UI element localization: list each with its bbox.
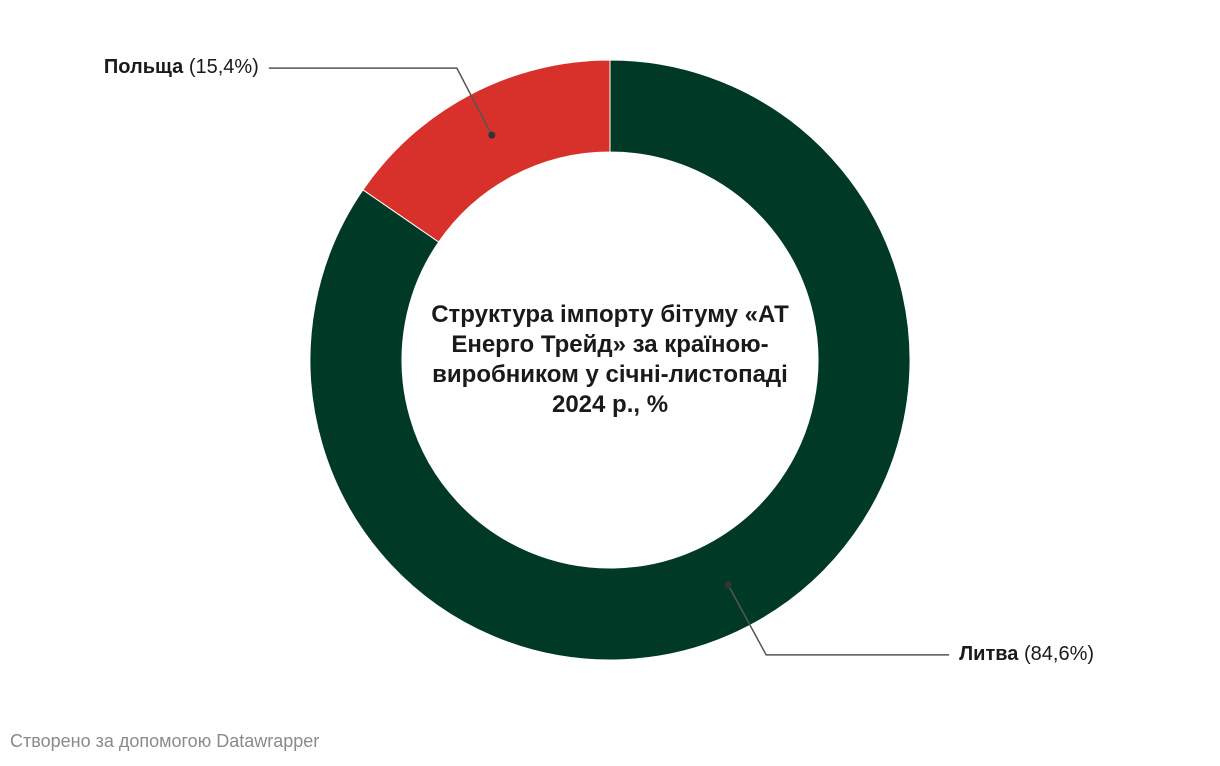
chart-title: Структура імпорту бітуму «АТ Енерго Трей… <box>431 301 789 418</box>
donut-segment <box>309 59 911 661</box>
category-label: Литва <box>959 643 1019 665</box>
slice-label: Литва (84,6%) <box>959 643 1094 665</box>
footer: Створено за допомогою Datawrapper <box>10 731 320 751</box>
leader-dot <box>724 581 732 589</box>
leader-dot <box>488 131 496 139</box>
category-label: Польща <box>104 56 184 78</box>
value-label: (84,6%) <box>1024 643 1094 665</box>
donut-segment <box>362 59 611 243</box>
leader-line <box>268 67 493 136</box>
value-label: (15,4%) <box>189 56 259 78</box>
leader-line <box>727 584 950 656</box>
slice-label: Польща (15,4%) <box>104 56 259 78</box>
